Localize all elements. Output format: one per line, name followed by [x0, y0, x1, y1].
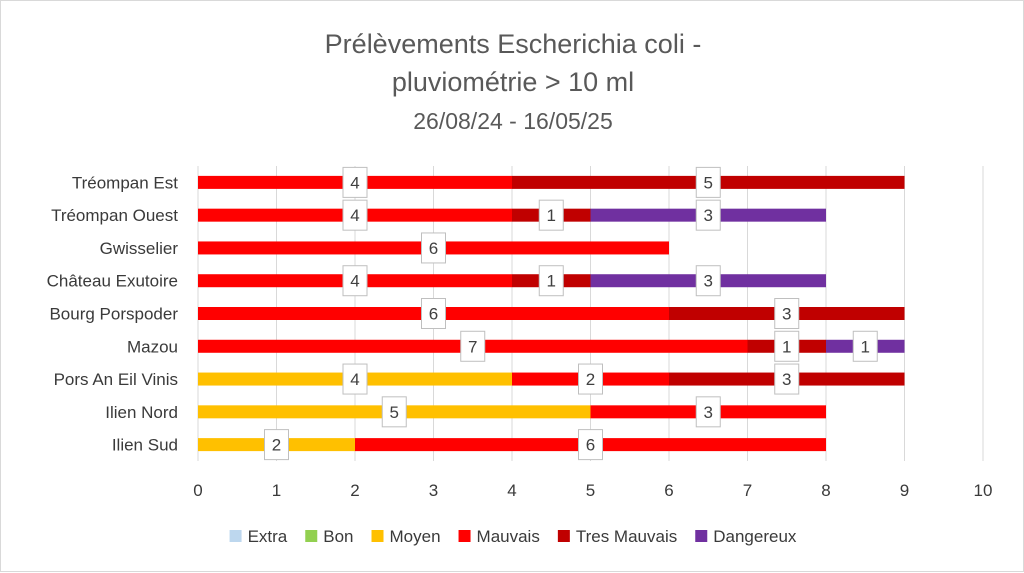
- data-label: 6: [429, 239, 438, 258]
- data-label-box: [695, 166, 721, 198]
- data-label: 4: [350, 370, 359, 389]
- legend-label: Bon: [323, 527, 353, 546]
- data-label-box: [538, 199, 564, 231]
- legend-label: Tres Mauvais: [576, 527, 677, 546]
- category-label: Château Exutoire: [47, 272, 178, 291]
- data-label-box: [695, 396, 721, 428]
- data-label: 6: [586, 436, 595, 455]
- data-label: 3: [704, 272, 713, 291]
- legend-swatch-moyen: [371, 530, 384, 542]
- legend: Extra Bon Moyen Mauvais Tres Mauvais Dangereu…: [229, 527, 797, 546]
- category-axis: Tréompan Est Tréompan Ouest Gwisselier Chât…: [47, 173, 179, 454]
- data-label-box: [578, 363, 603, 395]
- data-label: 6: [429, 305, 438, 324]
- data-label: 5: [390, 403, 399, 422]
- data-label: 4: [350, 206, 359, 225]
- data-label: 3: [782, 305, 791, 324]
- x-tick-label: 4: [507, 481, 516, 500]
- x-tick-label: 2: [350, 481, 359, 500]
- data-label-box: [421, 232, 446, 264]
- data-label: 2: [272, 436, 281, 455]
- data-label: 3: [704, 403, 713, 422]
- chart-title-line-1: Prélèvements Escherichia coli -: [325, 29, 702, 59]
- legend-label: Moyen: [390, 527, 441, 546]
- data-label-box: [774, 298, 800, 329]
- category-label: Mazou: [127, 337, 178, 356]
- data-label-box: [264, 429, 289, 461]
- legend-label: Mauvais: [477, 527, 540, 546]
- category-label: Pors An Eil Vinis: [54, 370, 178, 389]
- legend-swatch-dangereux: [695, 530, 708, 542]
- data-label: 2: [586, 370, 595, 389]
- data-label-box: [695, 265, 721, 297]
- data-label-box: [421, 298, 446, 329]
- data-label: 1: [861, 337, 870, 356]
- data-label-box: [342, 199, 368, 231]
- data-label-box: [342, 363, 368, 395]
- legend-swatch-mauvais: [458, 530, 471, 542]
- data-label: 1: [547, 272, 556, 291]
- value-axis: 0 1 2 3 4 5 6 7 8 9 10: [193, 481, 992, 500]
- data-label-box: [774, 363, 800, 395]
- data-labels: 4 54 1 364 1 36 37 1 14 2 35 32 6: [264, 166, 878, 461]
- x-tick-label: 8: [821, 481, 830, 500]
- data-label: 1: [547, 206, 556, 225]
- data-label-box: [774, 330, 800, 362]
- data-label-box: [381, 396, 407, 428]
- category-label: Ilien Sud: [112, 436, 178, 455]
- legend-label: Dangereux: [713, 527, 797, 546]
- x-tick-label: 6: [664, 481, 673, 500]
- data-label-box: [578, 429, 603, 461]
- data-label: 5: [704, 173, 713, 192]
- data-label-box: [342, 265, 368, 297]
- data-label: 4: [350, 173, 359, 192]
- category-label: Tréompan Ouest: [51, 206, 178, 225]
- category-label: Bourg Porspoder: [49, 305, 178, 324]
- data-label-box: [538, 265, 564, 297]
- data-label: 3: [782, 370, 791, 389]
- legend-swatch-extra: [229, 530, 242, 542]
- data-label-box: [852, 330, 878, 362]
- x-tick-label: 1: [272, 481, 281, 500]
- category-label: Gwisselier: [100, 239, 179, 258]
- data-label: 4: [350, 272, 359, 291]
- legend-label: Extra: [248, 527, 288, 546]
- x-tick-label: 0: [193, 481, 202, 500]
- legend-swatch-bon: [305, 530, 318, 542]
- chart-title-line-2: pluviométrie > 10 ml: [392, 67, 634, 97]
- x-tick-label: 10: [974, 481, 993, 500]
- data-label: 7: [468, 337, 477, 356]
- data-label-box: [342, 166, 368, 198]
- data-label: 3: [704, 206, 713, 225]
- data-label-box: [695, 199, 721, 231]
- chart-title: Prélèvements Escherichia coli - pluviomé…: [325, 29, 702, 134]
- legend-swatch-tres-mauvais: [557, 530, 570, 542]
- chart-subtitle: 26/08/24 - 16/05/25: [413, 108, 613, 134]
- x-tick-label: 3: [429, 481, 438, 500]
- x-tick-label: 9: [900, 481, 909, 500]
- x-tick-label: 7: [743, 481, 752, 500]
- data-label: 1: [782, 337, 791, 356]
- x-tick-label: 5: [586, 481, 595, 500]
- category-label: Ilien Nord: [105, 403, 178, 422]
- data-label-box: [460, 330, 486, 362]
- category-label: Tréompan Est: [72, 173, 178, 192]
